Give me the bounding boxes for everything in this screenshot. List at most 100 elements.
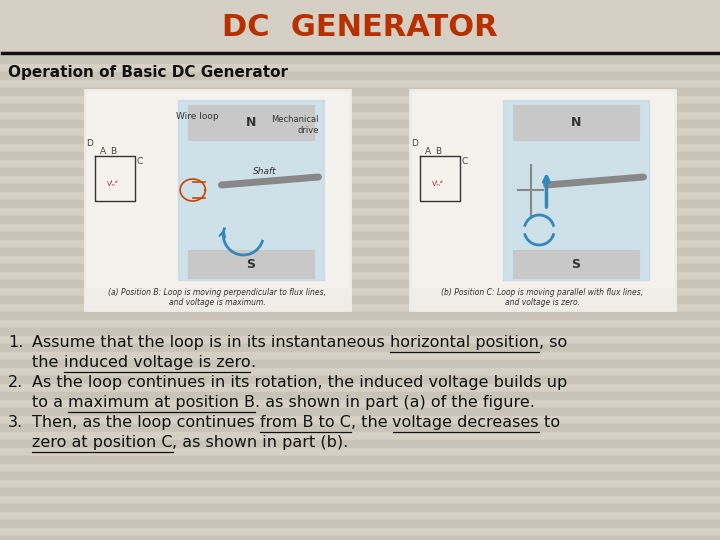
Bar [0,0,720,8]
Bar [188,105,313,140]
Text: S: S [246,258,255,271]
Bar [0,104,720,112]
Bar [410,90,675,310]
Bar [0,96,720,104]
Text: induced voltage is zero: induced voltage is zero [63,355,250,370]
Bar [0,152,720,160]
Bar [0,88,720,96]
Bar [0,328,720,336]
Text: C: C [462,157,468,165]
Bar [178,100,323,280]
Text: from B to C: from B to C [260,415,351,430]
Bar [87,92,348,287]
Bar [0,72,720,80]
Bar [0,120,720,128]
Bar [0,376,720,384]
Text: , as shown in part (b).: , as shown in part (b). [173,435,348,450]
Bar [0,496,720,504]
Bar [0,464,720,472]
Bar [0,480,720,488]
Bar [0,48,720,56]
Text: B: B [435,146,441,156]
Bar [0,248,720,256]
Bar [0,312,720,320]
Bar [0,528,720,536]
Text: the: the [32,355,63,370]
Text: zero at position C: zero at position C [32,435,173,450]
Text: N: N [246,116,256,129]
Bar [503,100,649,280]
Bar [0,304,720,312]
Text: .: . [250,355,256,370]
Bar [0,280,720,288]
Bar [0,360,720,368]
Bar [0,200,720,208]
Bar [0,160,720,168]
Text: Vᴵₙᵈ: Vᴵₙᵈ [107,180,119,186]
Bar [0,448,720,456]
Bar [0,168,720,176]
Text: . as shown in part (a) of the figure.: . as shown in part (a) of the figure. [255,395,535,410]
Bar [0,32,720,40]
Bar [0,536,720,540]
Bar [0,296,720,304]
Bar [0,40,720,48]
Bar [0,344,720,352]
Bar [0,416,720,424]
Text: voltage decreases: voltage decreases [392,415,539,430]
Text: Wire loop: Wire loop [176,112,219,121]
Text: 1.: 1. [8,335,23,350]
Text: Vᴵₙᵈ: Vᴵₙᵈ [432,180,444,186]
Text: B: B [110,146,116,156]
Bar [0,176,720,184]
Text: Shaft: Shaft [253,166,277,176]
Text: As the loop continues in its rotation, the induced voltage builds up: As the loop continues in its rotation, t… [32,375,567,390]
Text: , the: , the [351,415,392,430]
Text: C: C [137,157,143,165]
Bar [0,472,720,480]
Bar [0,232,720,240]
Bar [0,64,720,72]
Bar [188,250,313,278]
Bar [0,8,720,16]
Bar [0,352,720,360]
Bar [0,208,720,216]
Bar [0,192,720,200]
Bar [0,456,720,464]
Bar [0,224,720,232]
Text: Then, as the loop continues: Then, as the loop continues [32,415,260,430]
Text: Mechanical
drive: Mechanical drive [271,116,318,134]
Bar [0,336,720,344]
Bar [0,80,720,88]
Bar [0,408,720,416]
Text: horizontal position: horizontal position [390,335,539,350]
Bar [0,128,720,136]
Text: A: A [425,146,431,156]
Text: (b) Position C: Loop is moving parallel with flux lines,
and voltage is zero.: (b) Position C: Loop is moving parallel … [441,288,644,307]
Text: A: A [100,146,106,156]
Bar [0,184,720,192]
Bar [0,56,720,64]
Bar [0,0,720,55]
Bar [0,16,720,24]
Bar [412,92,673,287]
Bar [0,400,720,408]
Text: maximum at position B: maximum at position B [68,395,255,410]
Text: S: S [571,258,580,271]
Bar [0,504,720,512]
Text: D: D [412,139,418,148]
Bar [0,216,720,224]
Text: 3.: 3. [8,415,23,430]
Bar [513,105,639,140]
Bar [0,432,720,440]
Text: D: D [86,139,94,148]
Bar [0,520,720,528]
Bar [513,250,639,278]
Bar [0,272,720,280]
Bar [0,488,720,496]
Bar [0,264,720,272]
Bar [0,240,720,248]
Text: , so: , so [539,335,567,350]
Bar [0,392,720,400]
Bar [0,288,720,296]
